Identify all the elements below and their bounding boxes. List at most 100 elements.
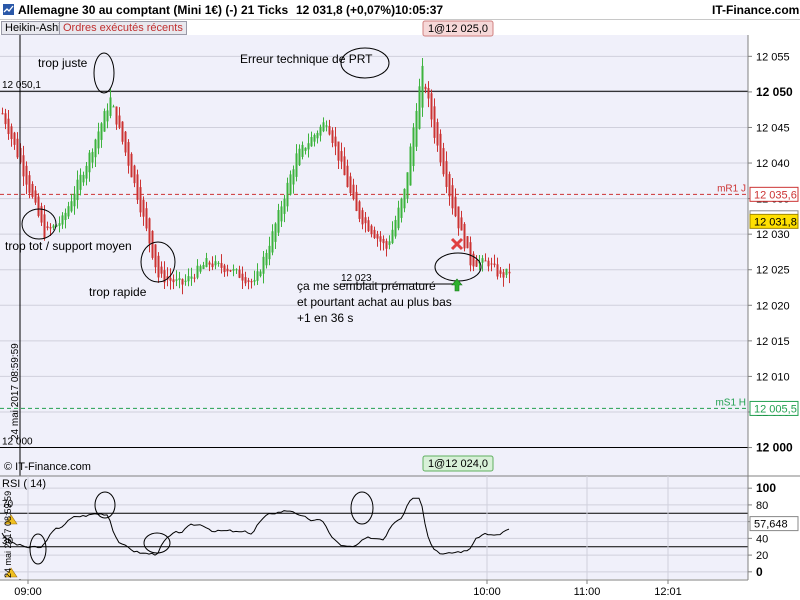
candle-body <box>322 122 325 132</box>
candle-body <box>274 223 277 242</box>
candle-body <box>403 188 406 209</box>
candle-body <box>409 146 412 186</box>
candle-body <box>421 65 424 108</box>
candle-body <box>376 233 379 239</box>
candle-body <box>265 252 268 266</box>
last-quote: 12 031,8 (+0,07%) <box>296 3 396 17</box>
candle-body <box>469 242 472 266</box>
rsi-annotation-ellipse <box>143 532 171 554</box>
candle-body <box>364 217 367 224</box>
pivot-name: mS1 H <box>715 397 746 408</box>
candle-body <box>133 165 136 184</box>
candle-body <box>436 122 439 146</box>
candle-body <box>184 280 187 282</box>
time-tick-label: 09:00 <box>14 586 42 598</box>
candle-body <box>337 141 340 161</box>
candle-body <box>454 196 457 217</box>
candle-body <box>400 198 403 218</box>
annotation-ellipse <box>140 241 176 283</box>
candle-body <box>172 279 175 283</box>
alert-bell-icon[interactable] <box>4 514 18 525</box>
last-price: 12 031,8 <box>754 216 797 228</box>
candle-body <box>505 268 508 275</box>
candle-body <box>463 223 466 249</box>
buy-order-label: 1@12 024,0 <box>428 458 488 470</box>
rsi-tick-label: 0 <box>756 565 763 579</box>
candle-body <box>214 261 217 266</box>
annotation-trop-rapide: trop rapide <box>89 285 147 299</box>
candle-body <box>430 93 433 120</box>
candle-body <box>292 169 295 185</box>
candle-body <box>154 244 157 268</box>
candle-body <box>307 143 310 150</box>
candle-body <box>475 260 478 267</box>
candle-body <box>247 280 250 282</box>
candle-body <box>412 127 415 167</box>
candle-body <box>46 226 49 228</box>
candle-body <box>316 132 319 139</box>
candle-body <box>202 265 205 269</box>
candle-body <box>298 148 301 166</box>
candle-body <box>358 201 361 219</box>
candle-body <box>502 272 505 278</box>
candle-body <box>175 279 178 281</box>
candle-body <box>145 208 148 229</box>
candle-body <box>406 172 409 199</box>
candle-body <box>319 126 322 136</box>
candle-body <box>196 265 199 278</box>
candle-body <box>238 269 241 278</box>
price-level-label: 12 050,1 <box>2 80 41 91</box>
candle-body <box>163 270 166 283</box>
candle-body <box>352 184 355 200</box>
pivot-name: mR1 J <box>717 183 746 194</box>
candle-body <box>1 113 4 115</box>
annotation-trop-juste: trop juste <box>38 56 88 70</box>
candle-body <box>310 136 313 147</box>
candle-body <box>289 174 292 195</box>
rsi-grid <box>0 476 748 580</box>
candle-body <box>385 241 388 249</box>
sell-order-label: 1@12 025,0 <box>428 23 488 35</box>
alert-bell-icon[interactable] <box>4 567 18 578</box>
instrument-name: Allemagne 30 au comptant (Mini 1€) (-) <box>18 3 238 17</box>
candle-body <box>208 262 211 265</box>
buy-order-box <box>422 455 494 472</box>
candle-body <box>157 255 160 278</box>
candle-body <box>187 276 190 282</box>
candle-body <box>334 136 337 147</box>
candle-body <box>241 273 244 281</box>
candle-body <box>82 174 85 183</box>
rsi-tick-label: 20 <box>756 550 768 562</box>
candle-body <box>10 126 13 140</box>
rsi-annotation-ellipse <box>350 491 374 525</box>
candle-body <box>124 131 127 153</box>
candle-body <box>106 110 109 122</box>
candle-body <box>349 176 352 194</box>
clock-time: 10:05:37 <box>395 3 444 17</box>
candle-body <box>97 131 100 149</box>
candle-body <box>112 106 115 108</box>
annotation-achat-bas: et pourtant achat au plus bas <box>297 295 452 309</box>
candle-body <box>34 190 37 203</box>
candle-body <box>382 238 385 244</box>
candle-body <box>277 210 280 233</box>
candle-body <box>379 236 382 242</box>
candle-body <box>253 280 256 282</box>
candle-body <box>103 111 106 132</box>
title-bar: Allemagne 30 au comptant (Mini 1€) (-) 2… <box>0 0 800 20</box>
candle-body <box>67 206 70 217</box>
price-tick-label: 12 010 <box>756 371 790 383</box>
price-tick-label: 12 020 <box>756 300 790 312</box>
candle-body <box>85 165 88 179</box>
annotation-erreur-prt: Erreur technique de PRT <box>240 52 373 66</box>
candle-body <box>160 266 163 274</box>
candle-body <box>457 206 460 229</box>
tab-recent-orders[interactable]: Ordres exécutés récents <box>59 21 187 35</box>
last-price-box <box>749 213 799 229</box>
rsi-tick-label: 80 <box>756 500 768 512</box>
candle-body <box>340 151 343 162</box>
candle-body <box>79 174 82 190</box>
candle-body <box>286 182 289 207</box>
candle-body <box>43 214 46 239</box>
price-panel <box>0 35 748 476</box>
